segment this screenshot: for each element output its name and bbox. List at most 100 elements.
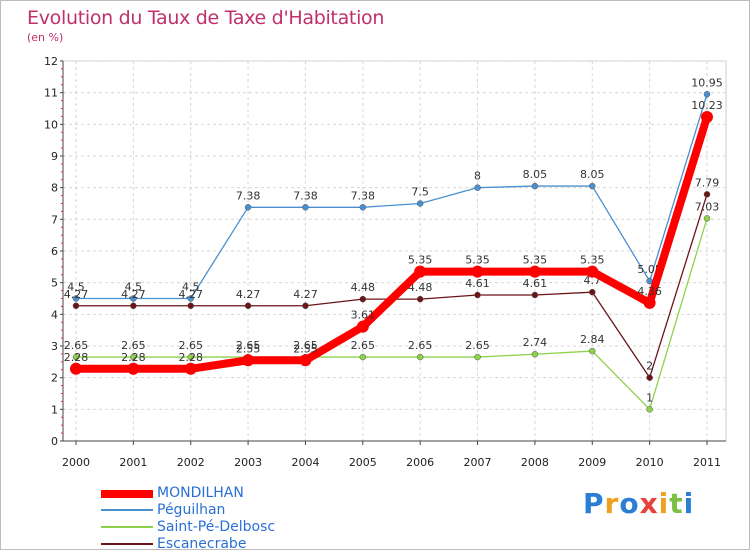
- data-label-p-guilhan: 7.38: [351, 189, 376, 202]
- data-point-mondilhan: [414, 265, 427, 278]
- legend-label-saint-pe-delbosc: Saint-Pé-Delbosc: [157, 519, 276, 535]
- data-label-saint-p-delbosc: 2.65: [465, 339, 490, 352]
- legend-swatch-peguilhan: [101, 509, 153, 511]
- data-label-mondilhan: 10.23: [691, 99, 723, 112]
- data-point-p-guilhan: [703, 91, 711, 98]
- data-label-escanecrabe: 4.27: [121, 288, 146, 301]
- data-label-saint-p-delbosc: 1: [646, 391, 653, 404]
- data-label-escanecrabe: 4.27: [64, 288, 89, 301]
- data-point-escanecrabe: [416, 295, 424, 303]
- data-label-mondilhan: 2.55: [293, 342, 318, 355]
- y-tick-label: 1: [51, 403, 58, 416]
- data-label-saint-p-delbosc: 2.65: [64, 339, 89, 352]
- data-point-mondilhan: [586, 265, 599, 278]
- data-label-p-guilhan: 7.5: [411, 186, 429, 199]
- series-line-p-guilhan: [76, 94, 708, 300]
- legend-swatch-saint-pe-delbosc: [101, 526, 153, 528]
- data-point-saint-p-delbosc: [531, 350, 539, 358]
- data-point-mondilhan: [528, 265, 541, 278]
- y-tick-label: 8: [51, 182, 58, 195]
- data-label-mondilhan: 5.35: [580, 254, 605, 267]
- data-point-escanecrabe: [646, 374, 653, 381]
- y-tick-label: 2: [51, 372, 58, 385]
- logo-letter: i: [683, 487, 695, 520]
- data-label-escanecrabe: 4.48: [351, 281, 376, 294]
- data-point-mondilhan: [701, 111, 713, 124]
- data-point-p-guilhan: [416, 200, 424, 207]
- data-point-escanecrabe: [244, 302, 252, 310]
- data-point-escanecrabe: [187, 302, 194, 310]
- x-tick-label: 2011: [693, 456, 721, 469]
- x-tick-label: 2005: [349, 456, 377, 469]
- data-label-mondilhan: 3.61: [351, 309, 376, 322]
- data-point-p-guilhan: [244, 204, 252, 211]
- data-point-p-guilhan: [187, 295, 194, 302]
- data-point-escanecrabe: [589, 288, 596, 296]
- x-tick-label: 2008: [521, 456, 549, 469]
- proxiti-logo: Proxiti: [583, 487, 694, 520]
- x-tick-label: 2004: [291, 456, 319, 469]
- y-tick-label: 0: [51, 435, 58, 448]
- x-tick-label: 2002: [177, 456, 205, 469]
- logo-letter: o: [619, 487, 640, 520]
- data-point-p-guilhan: [359, 204, 367, 211]
- x-tick-label: 2001: [119, 456, 147, 469]
- data-label-p-guilhan: 4.5: [67, 281, 85, 294]
- data-point-escanecrabe: [531, 291, 539, 299]
- logo-letter: r: [604, 487, 620, 520]
- data-label-p-guilhan: 8.05: [523, 168, 548, 181]
- data-label-saint-p-delbosc: 2.65: [293, 339, 318, 352]
- data-label-escanecrabe: 4.61: [465, 277, 490, 290]
- data-point-escanecrabe: [359, 295, 367, 303]
- data-label-p-guilhan: 7.38: [293, 189, 318, 202]
- data-label-escanecrabe: 4.27: [293, 288, 318, 301]
- data-label-saint-p-delbosc: 2.65: [178, 339, 203, 352]
- data-label-mondilhan: 5.35: [408, 254, 433, 267]
- data-point-mondilhan: [127, 362, 140, 375]
- legend-label-escanecrabe: Escanecrabe: [157, 536, 247, 552]
- chart-subtitle: (en %): [27, 31, 64, 44]
- y-tick-label: 7: [51, 213, 58, 226]
- data-label-p-guilhan: 8.05: [580, 168, 605, 181]
- logo-letter: i: [658, 487, 670, 520]
- data-point-p-guilhan: [474, 184, 481, 191]
- data-point-p-guilhan: [589, 182, 596, 190]
- data-label-p-guilhan: 4.5: [182, 281, 200, 294]
- data-point-mondilhan: [643, 296, 656, 309]
- legend-swatch-escanecrabe: [101, 543, 153, 545]
- data-label-escanecrabe: 4.27: [178, 288, 203, 301]
- data-point-p-guilhan: [130, 295, 137, 302]
- data-label-saint-p-delbosc: 2.65: [236, 339, 261, 352]
- data-label-mondilhan: 2.28: [64, 351, 89, 364]
- data-point-saint-p-delbosc: [646, 406, 653, 413]
- data-point-mondilhan: [242, 354, 255, 367]
- x-tick-label: 2003: [234, 456, 262, 469]
- chart-title: Evolution du Taux de Taxe d'Habitation: [27, 7, 385, 29]
- data-label-saint-p-delbosc: 2.65: [408, 339, 433, 352]
- data-label-escanecrabe: 4.48: [408, 281, 433, 294]
- y-tick-label: 11: [44, 87, 58, 100]
- data-label-p-guilhan: 10.95: [691, 76, 723, 89]
- data-point-saint-p-delbosc: [72, 353, 80, 361]
- data-point-mondilhan: [356, 320, 369, 333]
- data-point-mondilhan: [299, 354, 312, 367]
- data-label-saint-p-delbosc: 2.65: [351, 339, 376, 352]
- y-tick-label: 9: [51, 150, 58, 163]
- data-point-escanecrabe: [130, 302, 137, 310]
- legend-label-peguilhan: Péguilhan: [157, 502, 226, 518]
- data-point-saint-p-delbosc: [474, 353, 481, 361]
- logo-letter: x: [639, 487, 659, 520]
- y-tick-label: 12: [44, 55, 58, 68]
- series-line-saint-p-delbosc: [76, 218, 708, 410]
- x-tick-label: 2006: [406, 456, 434, 469]
- logo-letter: P: [583, 487, 605, 520]
- x-tick-label: 2007: [464, 456, 492, 469]
- data-label-escanecrabe: 7.79: [695, 176, 720, 189]
- data-label-saint-p-delbosc: 2.74: [523, 336, 548, 349]
- data-point-p-guilhan: [531, 182, 539, 190]
- data-label-saint-p-delbosc: 2.65: [121, 339, 146, 352]
- data-label-p-guilhan: 7.38: [236, 189, 261, 202]
- data-label-mondilhan: 2.28: [121, 351, 146, 364]
